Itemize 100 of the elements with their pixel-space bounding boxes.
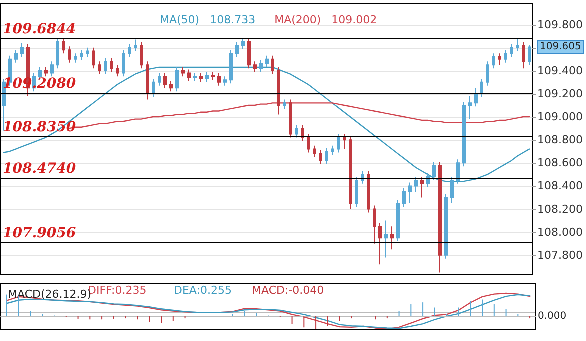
candlestick [134, 39, 137, 52]
candlestick [235, 42, 239, 58]
candlestick [414, 176, 418, 192]
candlestick [474, 88, 478, 108]
candlestick [86, 47, 89, 58]
candlestick [516, 38, 519, 52]
candlestick [199, 72, 203, 83]
candlestick [163, 72, 167, 89]
candlestick [217, 72, 221, 86]
text: MA(50) 108.733 [160, 14, 256, 26]
candlestick [444, 194, 448, 260]
candlestick [128, 44, 131, 58]
y-tick-label: 107.800 [538, 248, 584, 262]
y-tick-label: 108.000 [538, 226, 584, 239]
candlestick [110, 58, 113, 73]
candlestick [146, 61, 149, 100]
y-tick-label: 108.600 [538, 156, 584, 170]
candlestick [402, 188, 406, 208]
candlestick [277, 66, 280, 116]
candlestick [56, 38, 59, 70]
candlestick [44, 66, 48, 78]
candlestick [462, 102, 466, 168]
candlestick [319, 150, 322, 165]
candlestick [116, 64, 119, 78]
candlestick [259, 60, 263, 73]
candlestick [390, 226, 394, 250]
candlestick [325, 148, 328, 165]
candlestick [271, 55, 274, 75]
candlestick [528, 45, 531, 66]
candlestick [331, 145, 334, 156]
text: 109.605 [540, 42, 582, 53]
series-label: MACD:-0.040 [252, 284, 324, 297]
y-tick-label: 109.800 [538, 18, 584, 32]
candlestick [420, 176, 424, 198]
candlestick [169, 80, 173, 92]
line-series [3, 66, 530, 182]
candlestick [265, 55, 269, 68]
candlestick [295, 124, 298, 138]
candlestick [367, 170, 370, 214]
candlestick [20, 42, 24, 58]
candlestick [468, 96, 472, 120]
candlestick [301, 124, 304, 142]
candlestick [175, 66, 179, 92]
candlestick [492, 53, 495, 70]
candlestick [122, 50, 125, 78]
candlestick [14, 50, 18, 64]
candlestick [313, 145, 316, 158]
y-tick-label: 108.200 [538, 202, 584, 216]
candlestick [378, 222, 382, 266]
candlestick [480, 78, 483, 98]
text: 0.000 [538, 310, 567, 322]
ref-line-label: 109.6844 [3, 22, 76, 38]
candlestick [247, 38, 251, 70]
candlestick [307, 134, 310, 154]
candlestick [450, 176, 454, 204]
candlestick [396, 200, 400, 242]
candlestick [253, 61, 257, 73]
series-label: DEA:0.255 [174, 284, 232, 297]
candlestick [432, 161, 436, 181]
y-tick-label: 108.800 [538, 134, 584, 147]
candlestick [438, 161, 442, 274]
candlestick [50, 61, 54, 78]
candlestick [223, 76, 227, 86]
y-tick-label: 109.000 [538, 110, 584, 124]
candlestick [486, 61, 489, 86]
ref-line-label: 108.4740 [3, 161, 76, 178]
candlestick [456, 159, 460, 184]
candlestick [384, 220, 388, 258]
y-tick-label: 109.400 [538, 64, 584, 78]
candlestick [158, 72, 161, 86]
candlestick [510, 44, 513, 58]
candlestick [504, 50, 507, 64]
candlestick [187, 69, 191, 82]
y-tick-label: 108.400 [538, 180, 584, 193]
candlestick [229, 50, 233, 84]
ref-line-label: 107.9056 [3, 226, 76, 242]
candlestick [211, 72, 215, 81]
candlestick [289, 99, 292, 138]
candlestick [355, 176, 358, 208]
candlestick [408, 182, 412, 204]
candlestick [2, 78, 6, 132]
candlestick [522, 42, 525, 70]
candlestick [343, 134, 346, 150]
candlestick [498, 53, 501, 66]
candlestick [62, 38, 65, 54]
candlestick [205, 72, 209, 83]
candlestick [337, 134, 340, 154]
candlestick [68, 46, 71, 64]
candlestick [181, 66, 185, 78]
text: MA(200) 109.002 [274, 14, 378, 26]
candlestick [349, 136, 352, 210]
candlestick [80, 50, 83, 62]
candlestick [74, 53, 77, 64]
candlestick [193, 72, 197, 82]
y-tick-label: 109.200 [538, 87, 584, 100]
candlestick [283, 99, 286, 110]
candlestick [373, 205, 376, 244]
candlestick [92, 47, 95, 70]
candlestick [104, 58, 107, 75]
candlestick [98, 61, 101, 75]
